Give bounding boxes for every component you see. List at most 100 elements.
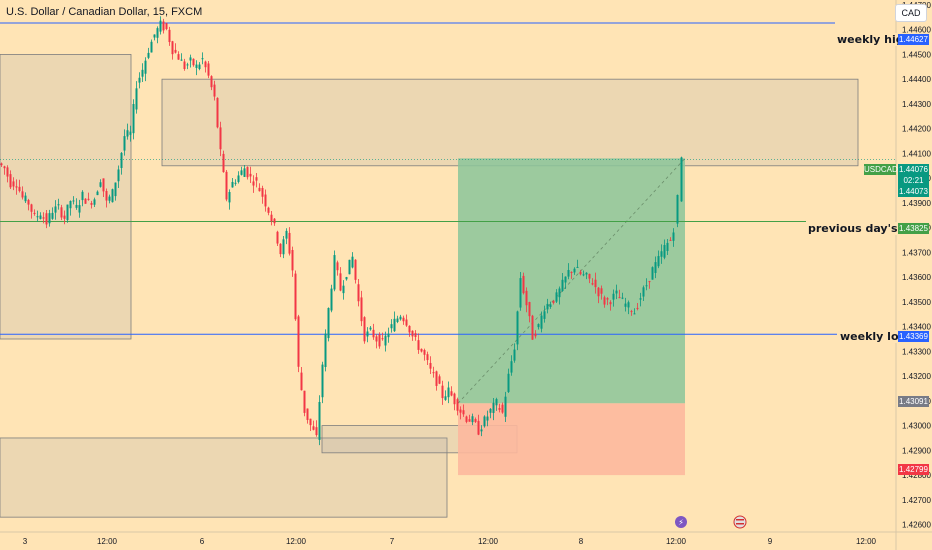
candle-body: [234, 182, 237, 184]
candle-body: [231, 181, 234, 188]
candle-body: [546, 303, 549, 310]
candle-body: [450, 391, 453, 396]
candle-body: [153, 34, 156, 38]
candle-body: [264, 194, 267, 207]
candle-body: [303, 390, 306, 413]
y-tick-label: 1.43900: [902, 199, 931, 208]
candle-body: [660, 251, 663, 257]
y-tick-label: 1.43400: [902, 323, 931, 332]
weekly-high-label: weekly high: [834, 33, 915, 46]
candle-body: [378, 334, 381, 347]
candle-body: [393, 318, 396, 332]
candle-body: [171, 41, 174, 55]
candle-body: [405, 319, 408, 326]
candle-body: [411, 330, 414, 337]
candle-body: [249, 173, 252, 177]
candle-body: [495, 399, 498, 406]
lightning-glyph: ⚡: [678, 518, 684, 527]
candle-body: [636, 307, 639, 309]
y-tick-label: 1.44300: [902, 100, 931, 109]
candle-body: [279, 243, 282, 255]
candle-body: [222, 153, 225, 173]
x-tick-label: 12:00: [286, 537, 307, 546]
position-stop-price-tag: 1.42799: [898, 464, 929, 475]
candle-body: [564, 276, 567, 283]
candle-body: [576, 266, 579, 268]
candle-body: [558, 288, 561, 298]
candle-body: [258, 187, 261, 192]
candle-body: [456, 399, 459, 411]
candle-body: [162, 21, 165, 31]
candle-body: [543, 311, 546, 319]
currency-button[interactable]: CAD: [895, 4, 927, 22]
candle-body: [339, 273, 342, 291]
candle-body: [657, 256, 660, 267]
candle-body: [315, 427, 318, 436]
candle-body: [324, 333, 327, 368]
candle-body: [606, 298, 609, 300]
x-tick-label: 12:00: [666, 537, 687, 546]
candle-body: [156, 28, 159, 38]
y-tick-label: 1.42700: [902, 496, 931, 505]
candle-body: [216, 97, 219, 128]
x-tick-label: 12:00: [97, 537, 118, 546]
candle-body: [408, 325, 411, 333]
candle-body: [537, 324, 540, 328]
candle-body: [288, 232, 291, 254]
candle-body: [676, 194, 679, 224]
candle-body: [129, 131, 132, 135]
candle-body: [276, 231, 279, 244]
candle-body: [174, 49, 177, 53]
candle-body: [333, 255, 336, 290]
candle-body: [306, 408, 309, 420]
candle-body: [165, 23, 168, 30]
candle-body: [108, 196, 111, 201]
flag-stripe: [736, 519, 744, 521]
candle-body: [321, 364, 324, 398]
symbol-tag: USDCAD: [864, 164, 898, 175]
candle-body: [270, 214, 273, 222]
candle-body: [3, 166, 6, 169]
candle-body: [429, 362, 432, 369]
candle-body: [654, 262, 657, 273]
candle-body: [387, 333, 390, 338]
candle-body: [630, 311, 633, 313]
candle-body: [615, 290, 618, 294]
candle-body: [468, 419, 471, 422]
y-tick-label: 1.42800: [902, 471, 931, 480]
candle-body: [96, 191, 99, 196]
candle-body: [330, 288, 333, 311]
candle-body: [459, 409, 462, 413]
weekly-low-price-tag: 1.43369: [898, 331, 929, 342]
lightning-icon: [675, 516, 687, 528]
candle-body: [417, 340, 420, 350]
candle-body: [0, 163, 3, 166]
candle-body: [186, 64, 189, 66]
candle-body: [351, 256, 354, 268]
candle-body: [498, 408, 501, 410]
candle-body: [237, 175, 240, 182]
candle-body: [399, 316, 402, 320]
candle-body: [30, 204, 33, 212]
candle-body: [426, 354, 429, 361]
candle-body: [81, 191, 84, 201]
y-tick-label: 1.44100: [902, 149, 931, 158]
candle-body: [21, 191, 24, 198]
y-tick-label: 1.42600: [902, 521, 931, 530]
last-price-tag: 1.44076: [898, 164, 929, 175]
candle-body: [471, 416, 474, 423]
candle-body: [621, 297, 624, 299]
candle-body: [594, 279, 597, 288]
candle-body: [66, 204, 69, 221]
candle-body: [57, 204, 60, 206]
candle-body: [183, 61, 186, 69]
candle-body: [243, 168, 246, 177]
candle-body: [24, 195, 27, 202]
us-flag-icon: [733, 515, 747, 529]
zone-box: [0, 54, 132, 340]
candle-body: [366, 331, 369, 337]
candle-body: [357, 284, 360, 302]
candle-body: [540, 315, 543, 329]
